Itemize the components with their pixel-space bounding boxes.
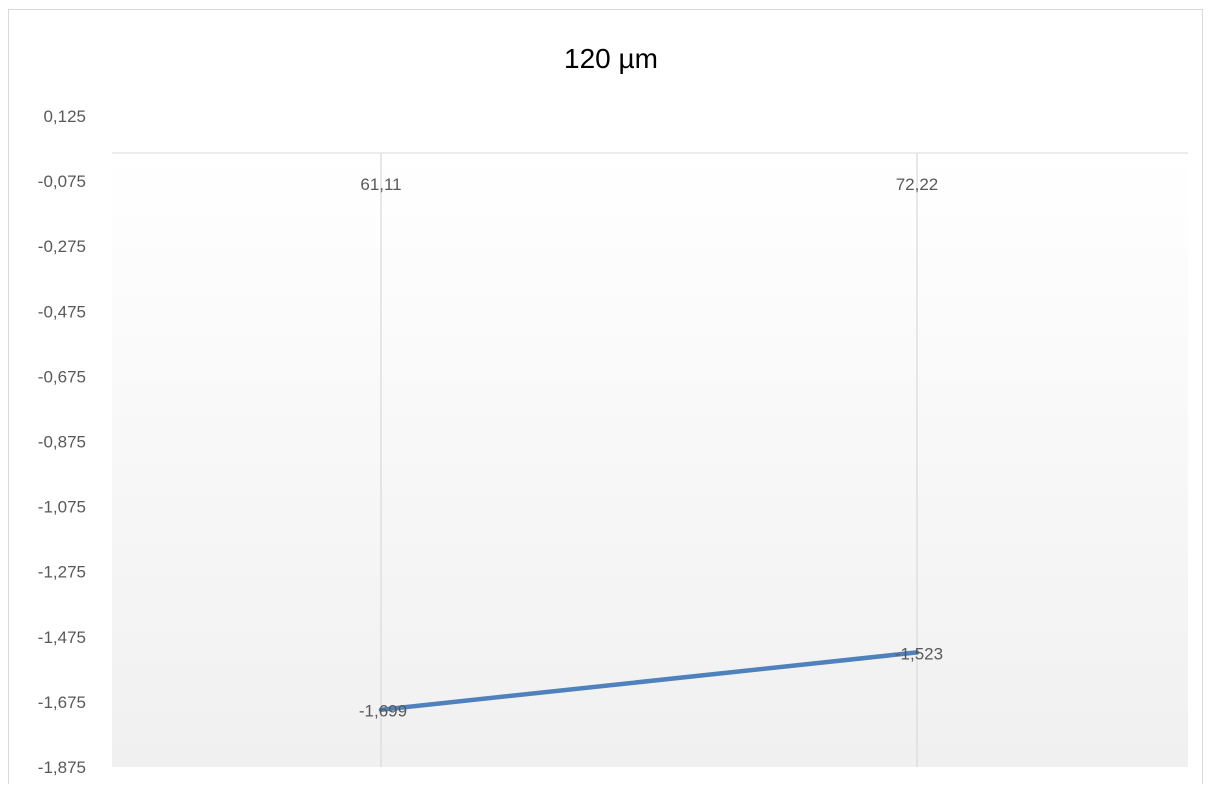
series-line bbox=[378, 650, 920, 712]
y-tick-label: -0,675 bbox=[38, 367, 86, 386]
y-tick-label: -1,475 bbox=[38, 628, 86, 647]
y-tick-label: -0,275 bbox=[38, 237, 86, 256]
x-axis-ticks: 61,11 72,22 bbox=[360, 175, 938, 194]
series-group bbox=[378, 650, 920, 712]
y-tick-label: 0,125 bbox=[43, 107, 86, 126]
chart-title: 120 µm bbox=[564, 43, 658, 74]
y-tick-label: -1,075 bbox=[38, 498, 86, 517]
y-tick-label: -1,875 bbox=[38, 758, 86, 777]
plot-area bbox=[112, 153, 1188, 767]
y-tick-label: -1,275 bbox=[38, 563, 86, 582]
y-tick-label: -0,075 bbox=[38, 172, 86, 191]
y-axis-ticks: 0,125 -0,075 -0,275 -0,475 -0,675 -0,875 -1,07… bbox=[38, 107, 86, 777]
gridlines bbox=[380, 153, 918, 767]
data-labels: -1,699 -1,523 bbox=[359, 644, 943, 720]
y-tick-label: -1,675 bbox=[38, 693, 86, 712]
x-tick-label: 72,22 bbox=[896, 175, 939, 194]
x-tick-label: 61,11 bbox=[360, 175, 401, 194]
data-label: -1,699 bbox=[359, 702, 407, 721]
y-tick-label: -0,875 bbox=[38, 433, 86, 452]
y-tick-label: -0,475 bbox=[38, 302, 86, 321]
data-label: -1,523 bbox=[895, 644, 943, 663]
chart-frame bbox=[8, 9, 1203, 784]
